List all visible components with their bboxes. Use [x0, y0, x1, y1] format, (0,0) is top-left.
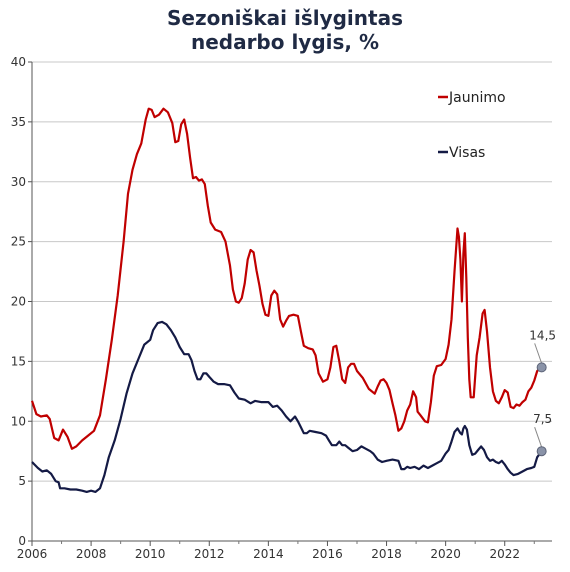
y-tick-label: 0	[18, 534, 26, 548]
x-tick-label: 2014	[253, 547, 284, 561]
end-value-label-visas: 7,5	[533, 412, 552, 426]
x-tick-label: 2018	[371, 547, 402, 561]
series-lines	[30, 107, 543, 493]
series-line-jaunimo	[30, 107, 543, 450]
grid-lines	[32, 61, 552, 482]
x-tick-label: 2016	[312, 547, 343, 561]
end-leader-visas	[534, 427, 543, 448]
y-tick-label: 20	[11, 295, 26, 309]
y-tick-label: 35	[11, 115, 26, 129]
y-tick-label: 15	[11, 354, 26, 368]
legend-label-jaunimo: Jaunimo	[448, 90, 506, 106]
x-tick-label: 2006	[17, 547, 48, 561]
series-line-visas	[31, 320, 543, 493]
legend-label-visas: Visas	[449, 145, 485, 161]
x-tick-label: 2008	[76, 547, 107, 561]
x-tick-label: 2012	[194, 547, 225, 561]
y-tick-label: 30	[11, 175, 26, 189]
x-tick-label: 2010	[135, 547, 166, 561]
x-tick-label: 2022	[489, 547, 520, 561]
axes: 0 5 10 15 20 25 30 35 40 2006 2008 2010 2012 2014 2016…	[11, 55, 552, 561]
y-tick-label: 40	[11, 55, 26, 69]
end-value-label-jaunimo: 14,5	[529, 328, 556, 342]
end-marker-visas	[536, 446, 547, 457]
chart-title-line-2: nedarbo lygis, %	[190, 30, 380, 54]
end-leader-jaunimo	[534, 343, 543, 364]
legend: Jaunimo Visas	[438, 90, 506, 161]
chart-title: Sezoniškai išlygintas nedarbo lygis, %	[0, 6, 570, 54]
y-tick-label: 5	[18, 474, 26, 488]
x-tick-label: 2020	[430, 547, 461, 561]
chart-title-line-1: Sezoniškai išlygintas	[167, 6, 403, 30]
end-annotations: 14,5 7,5	[529, 328, 556, 457]
y-tick-label: 25	[11, 235, 26, 249]
end-marker-jaunimo	[536, 362, 547, 373]
y-tick-label: 10	[11, 414, 26, 428]
